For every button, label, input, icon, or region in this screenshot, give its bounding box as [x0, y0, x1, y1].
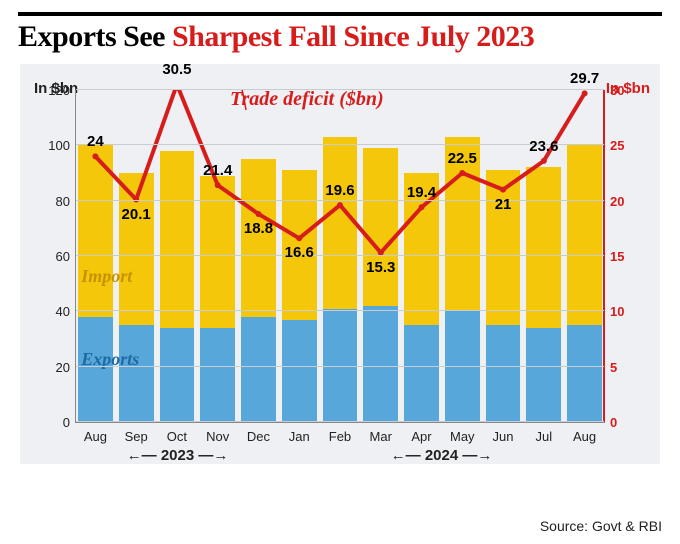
- import-bar-segment: [200, 176, 235, 328]
- gridline: [76, 144, 604, 145]
- trade-deficit-value-label: 30.5: [162, 61, 191, 78]
- trade-deficit-value-label: 24: [87, 133, 104, 150]
- export-bar-segment: [404, 325, 439, 422]
- year-group-label: ←— 2023 —→: [76, 447, 279, 464]
- left-tick-label: 20: [56, 360, 70, 375]
- month-label: Aug: [567, 429, 602, 444]
- month-label: Oct: [160, 429, 195, 444]
- trade-deficit-value-label: 23.6: [529, 138, 558, 155]
- month-label: Jan: [282, 429, 317, 444]
- export-bar-segment: [200, 328, 235, 422]
- bar-slot: [241, 90, 276, 422]
- trade-deficit-value-label: 15.3: [366, 259, 395, 276]
- left-tick-label: 0: [63, 415, 70, 430]
- source-label: Source: Govt & RBI: [540, 518, 662, 534]
- right-tick-label: 20: [610, 194, 624, 209]
- right-tick-label: 5: [610, 360, 617, 375]
- import-bar-segment: [119, 173, 154, 325]
- gridline: [76, 200, 604, 201]
- month-label: Dec: [241, 429, 276, 444]
- trade-deficit-value-label: 19.6: [325, 182, 354, 199]
- bars-container: [76, 90, 604, 422]
- month-label: Sep: [119, 429, 154, 444]
- gridline: [76, 310, 604, 311]
- left-tick-label: 80: [56, 194, 70, 209]
- month-label: Mar: [363, 429, 398, 444]
- chart-title: Exports See Sharpest Fall Since July 202…: [18, 12, 662, 54]
- export-bar-segment: [160, 328, 195, 422]
- plot-area: Import Exports 0204060801001200510152025…: [76, 90, 604, 422]
- trade-deficit-value-label: 29.7: [570, 70, 599, 87]
- month-label: Jun: [486, 429, 521, 444]
- bar-slot: [160, 90, 195, 422]
- bar-slot: [404, 90, 439, 422]
- month-label: Aug: [78, 429, 113, 444]
- month-label: Nov: [200, 429, 235, 444]
- trade-deficit-value-label: 18.8: [244, 220, 273, 237]
- import-bar-segment: [160, 151, 195, 328]
- export-bar-segment: [119, 325, 154, 422]
- left-tick-label: 120: [48, 83, 70, 98]
- export-bar-segment: [445, 311, 480, 422]
- export-bar-segment: [363, 306, 398, 422]
- month-label: May: [445, 429, 480, 444]
- trade-deficit-value-label: 22.5: [448, 150, 477, 167]
- gridline: [76, 366, 604, 367]
- right-tick-label: 15: [610, 249, 624, 264]
- gridline: [76, 421, 604, 422]
- month-label: Apr: [404, 429, 439, 444]
- left-tick-label: 100: [48, 138, 70, 153]
- export-bar-segment: [282, 320, 317, 422]
- year-group-label: ←— 2024 —→: [279, 447, 604, 464]
- right-tick-label: 25: [610, 138, 624, 153]
- import-bar-segment: [241, 159, 276, 317]
- bar-slot: [486, 90, 521, 422]
- import-bar-segment: [363, 148, 398, 306]
- bar-slot: [363, 90, 398, 422]
- export-bar-segment: [486, 325, 521, 422]
- right-tick-label: 10: [610, 304, 624, 319]
- year-axis: ←— 2023 —→←— 2024 —→: [76, 447, 604, 464]
- import-bar-segment: [567, 145, 602, 325]
- chart-frame: Exports See Sharpest Fall Since July 202…: [0, 0, 680, 544]
- export-bar-segment: [526, 328, 561, 422]
- bar-slot: [200, 90, 235, 422]
- x-axis-line: [75, 422, 605, 423]
- right-tick-label: 0: [610, 415, 617, 430]
- gridline: [76, 89, 604, 90]
- left-tick-label: 40: [56, 304, 70, 319]
- trade-deficit-value-label: 21.4: [203, 162, 232, 179]
- right-tick-label: 30: [610, 83, 624, 98]
- gridline: [76, 255, 604, 256]
- export-bar-segment: [567, 325, 602, 422]
- trade-deficit-value-label: 19.4: [407, 184, 436, 201]
- month-label: Jul: [526, 429, 561, 444]
- imports-series-label: Import: [81, 266, 132, 287]
- import-bar-segment: [526, 167, 561, 327]
- month-label: Feb: [323, 429, 358, 444]
- bar-slot: [323, 90, 358, 422]
- exports-series-label: Exports: [81, 349, 139, 370]
- trade-deficit-value-label: 20.1: [122, 206, 151, 223]
- import-bar-segment: [486, 170, 521, 325]
- import-bar-segment: [78, 145, 113, 317]
- export-bar-segment: [241, 317, 276, 422]
- left-tick-label: 60: [56, 249, 70, 264]
- plot-background: In $bn In $bn Trade deficit ($bn) Import…: [20, 64, 660, 464]
- title-part-red: Sharpest Fall Since July 2023: [172, 20, 534, 53]
- title-part-black: Exports See: [18, 20, 172, 53]
- bar-slot: [445, 90, 480, 422]
- month-axis: Aug Sep Oct Nov Dec Jan Feb Mar Apr May Jun Jul Aug: [76, 429, 604, 444]
- bar-slot: [567, 90, 602, 422]
- bar-slot: [119, 90, 154, 422]
- trade-deficit-value-label: 16.6: [285, 244, 314, 261]
- import-bar-segment: [323, 137, 358, 309]
- trade-deficit-value-label: 21: [495, 196, 512, 213]
